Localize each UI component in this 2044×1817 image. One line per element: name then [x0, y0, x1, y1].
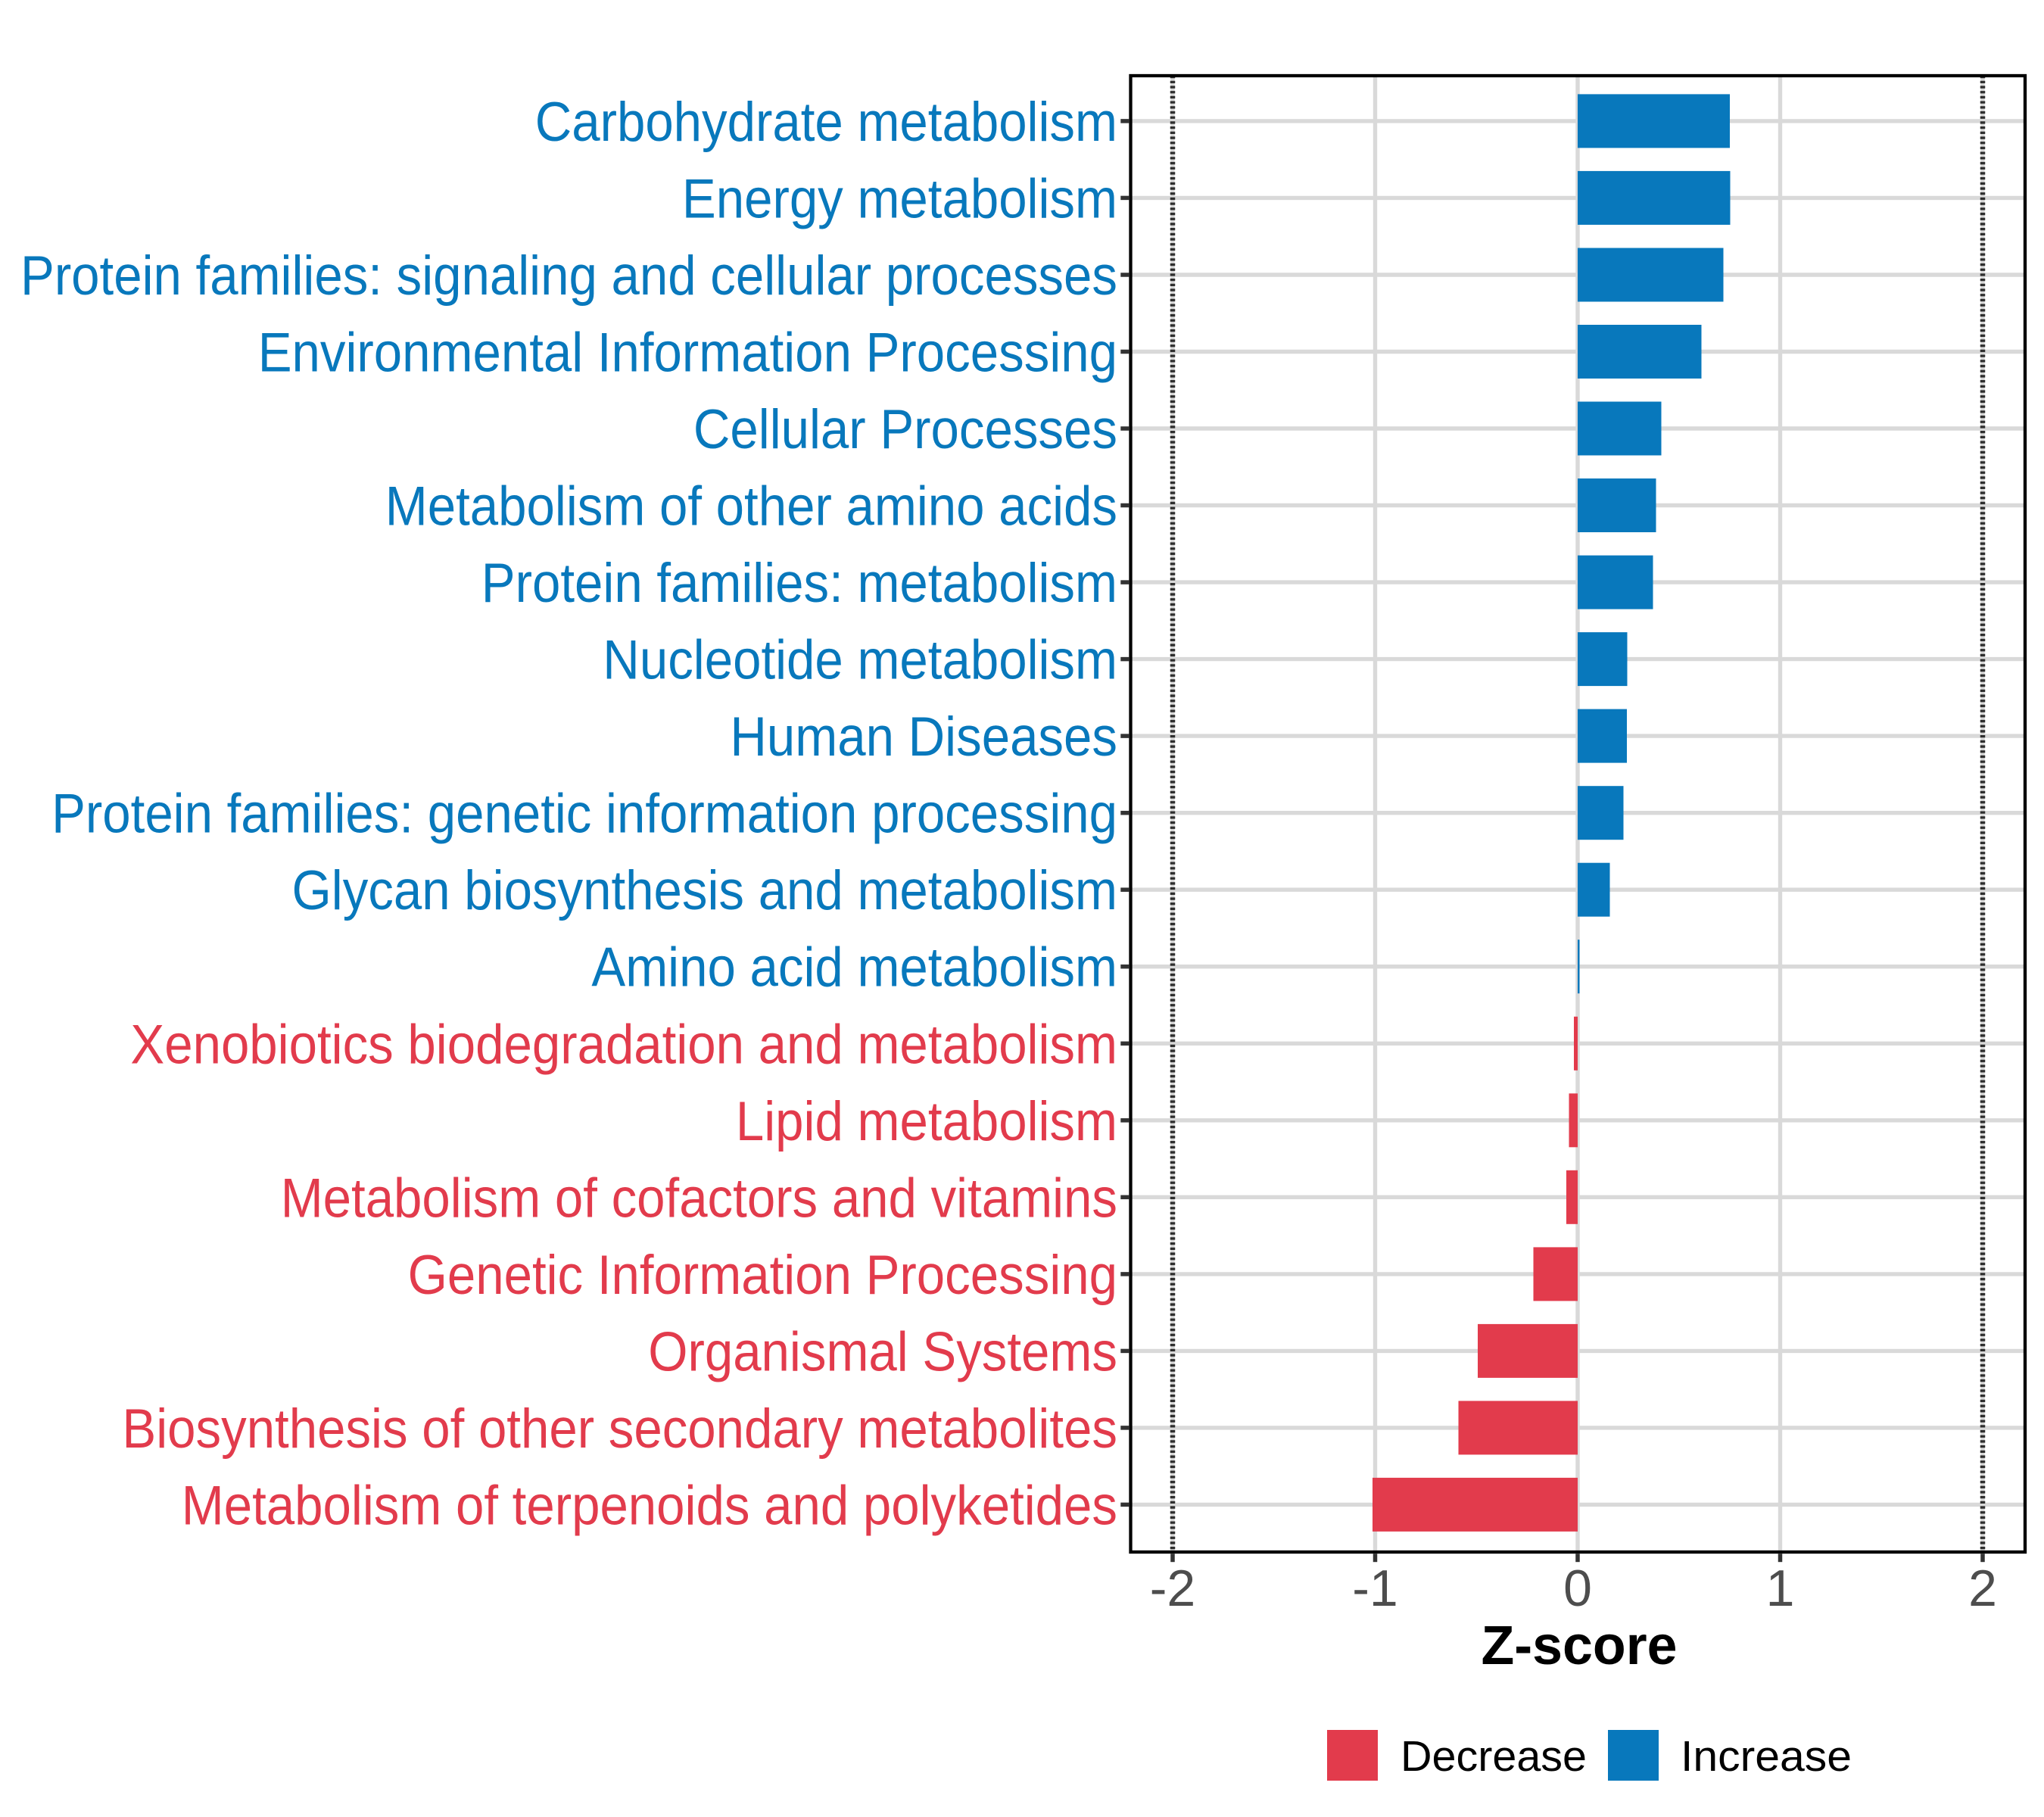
svg-text:Human Diseases: Human Diseases	[730, 706, 1117, 768]
svg-text:Energy metabolism: Energy metabolism	[682, 168, 1117, 229]
svg-text:Amino acid metabolism: Amino acid metabolism	[591, 937, 1117, 999]
svg-text:Lipid metabolism: Lipid metabolism	[736, 1091, 1117, 1152]
svg-text:Cellular Processes: Cellular Processes	[693, 399, 1117, 460]
svg-text:Metabolism of terpenoids and p: Metabolism of terpenoids and polyketides	[182, 1475, 1117, 1536]
svg-text:Protein families: genetic info: Protein families: genetic information pr…	[51, 784, 1117, 845]
svg-text:-2: -2	[1150, 1560, 1195, 1617]
svg-text:Organismal Systems: Organismal Systems	[648, 1321, 1117, 1382]
svg-text:Decrease: Decrease	[1401, 1732, 1587, 1781]
svg-text:Increase: Increase	[1681, 1732, 1852, 1781]
svg-text:Nucleotide metabolism: Nucleotide metabolism	[603, 630, 1117, 691]
svg-text:-1: -1	[1352, 1560, 1397, 1617]
svg-text:Metabolism of other amino acid: Metabolism of other amino acids	[385, 476, 1117, 538]
svg-text:Z-score: Z-score	[1482, 1616, 1678, 1676]
svg-text:Xenobiotics biodegradation and: Xenobiotics biodegradation and metabolis…	[130, 1014, 1117, 1075]
svg-text:Genetic Information Processing: Genetic Information Processing	[408, 1245, 1117, 1306]
svg-text:Glycan biosynthesis and metabo: Glycan biosynthesis and metabolism	[292, 860, 1118, 921]
svg-text:1: 1	[1766, 1560, 1795, 1617]
svg-text:Protein families: metabolism: Protein families: metabolism	[481, 553, 1117, 614]
svg-text:0: 0	[1563, 1560, 1592, 1617]
svg-text:2: 2	[1968, 1560, 1997, 1617]
svg-text:Biosynthesis of other secondar: Biosynthesis of other secondary metaboli…	[122, 1398, 1117, 1460]
svg-text:Environmental Information Proc: Environmental Information Processing	[258, 323, 1117, 384]
svg-text:Carbohydrate metabolism: Carbohydrate metabolism	[535, 92, 1117, 153]
svg-text:Protein families: signaling an: Protein families: signaling and cellular…	[20, 245, 1117, 307]
svg-text:Metabolism of cofactors and vi: Metabolism of cofactors and vitamins	[281, 1167, 1117, 1229]
